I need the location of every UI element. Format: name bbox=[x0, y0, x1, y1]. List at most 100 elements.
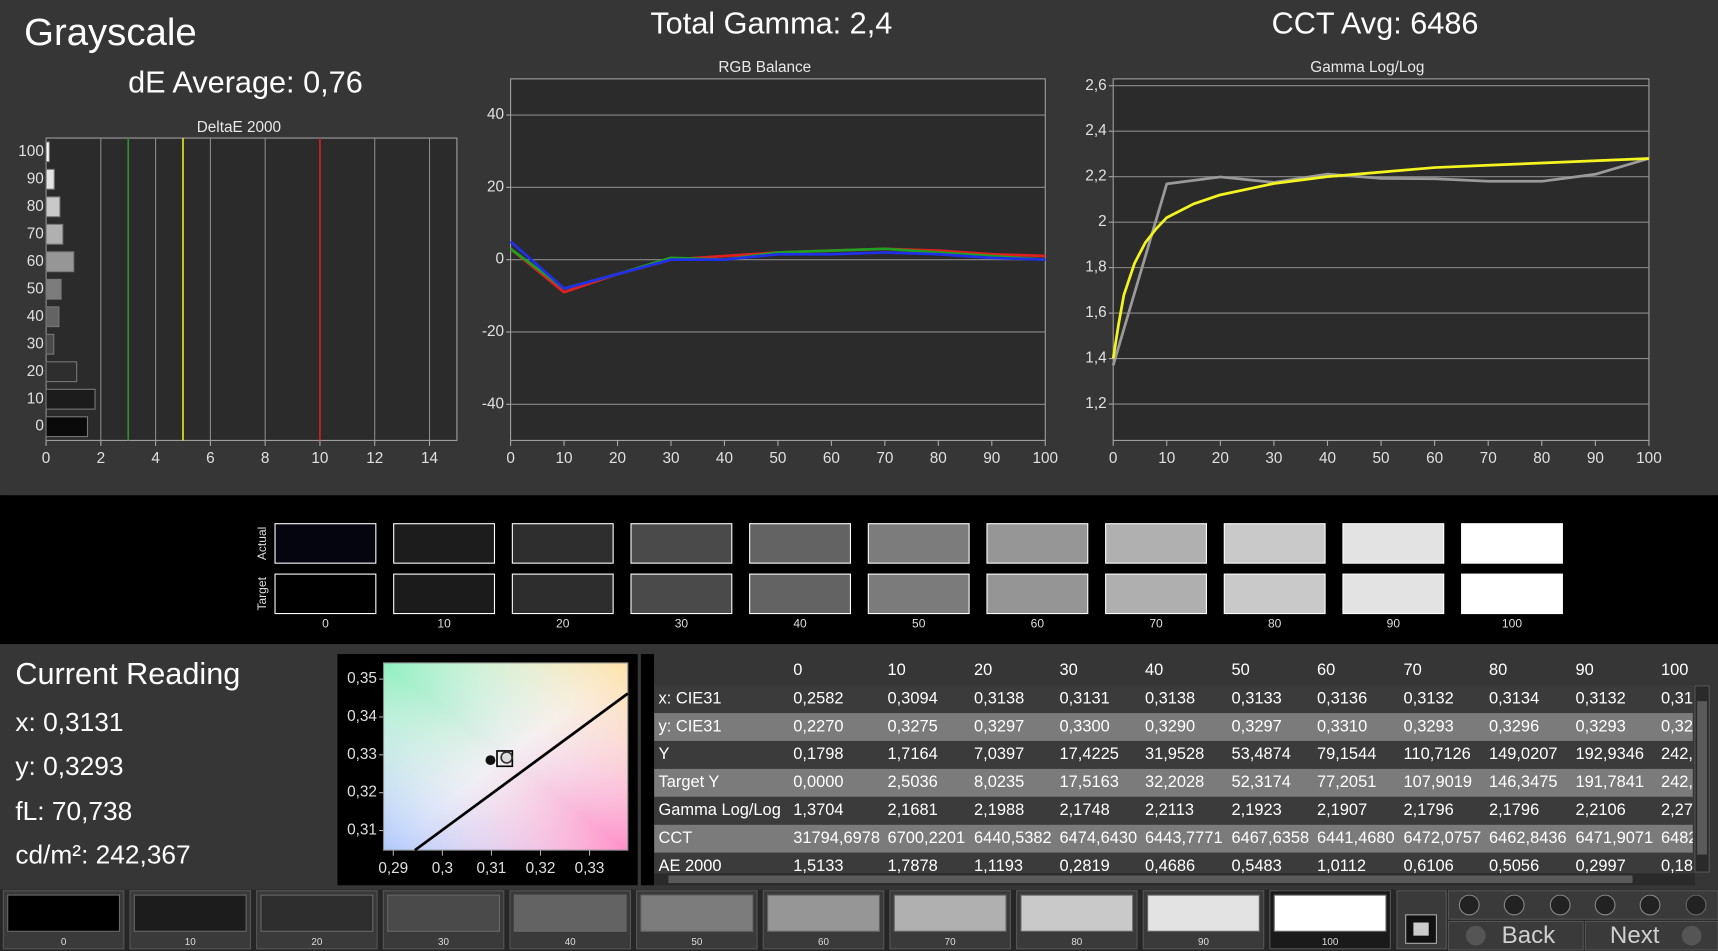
patch-label[interactable]: 90 bbox=[1198, 937, 1209, 948]
table-cell: 0,5056 bbox=[1489, 857, 1539, 875]
table-row bbox=[654, 852, 1693, 874]
patch-label[interactable]: 100 bbox=[1322, 937, 1339, 948]
next-label[interactable]: Next bbox=[1610, 922, 1660, 949]
bar bbox=[45, 223, 64, 245]
table-cell: 17,4225 bbox=[1059, 745, 1118, 763]
table-cell: 0,3136 bbox=[1317, 689, 1367, 707]
control-loop[interactable] bbox=[1594, 894, 1616, 916]
control-row bbox=[1447, 890, 1718, 920]
table-cell: 2,1907 bbox=[1317, 801, 1367, 819]
row-label: AE 2000 bbox=[659, 857, 722, 875]
x-tick-label: 10 bbox=[1158, 450, 1175, 467]
table-cell: 2,27 bbox=[1661, 801, 1693, 819]
swatch-label: 90 bbox=[1387, 617, 1401, 631]
data-table: 0 10 20 30 40 50 60 70 80 90 100 x: CIE31 0,2582 0,30… bbox=[654, 657, 1698, 875]
patch-label[interactable]: 80 bbox=[1071, 937, 1082, 948]
x-tick-label: 90 bbox=[1587, 450, 1604, 467]
table-cell: 0,3132 bbox=[1576, 689, 1626, 707]
plot-area bbox=[45, 137, 458, 441]
bar bbox=[45, 306, 60, 328]
y-tick-label: 20 bbox=[487, 178, 504, 195]
target-swatch bbox=[1105, 573, 1207, 615]
control-play[interactable] bbox=[1503, 894, 1525, 916]
x-tick-label: 60 bbox=[1426, 450, 1443, 467]
patch-swatch bbox=[513, 894, 627, 932]
table-cell: 191,7841 bbox=[1576, 773, 1645, 791]
x-tick-label: 70 bbox=[876, 450, 893, 467]
patch-label[interactable]: 20 bbox=[311, 937, 322, 948]
table-cell: 0,1798 bbox=[793, 745, 843, 763]
table-cell: 0,2582 bbox=[793, 689, 843, 707]
patch-label[interactable]: 0 bbox=[61, 937, 67, 948]
patch-label[interactable]: 40 bbox=[565, 937, 576, 948]
control-stop[interactable] bbox=[1458, 894, 1480, 916]
back-icon bbox=[1465, 925, 1486, 946]
swatch-label: 80 bbox=[1268, 617, 1282, 631]
x-tick-label: 0 bbox=[42, 450, 51, 467]
control-step[interactable] bbox=[1549, 894, 1571, 916]
x-tick-label: 100 bbox=[1032, 450, 1058, 467]
actual-swatch bbox=[511, 523, 614, 564]
table-cell: 8,0235 bbox=[974, 773, 1024, 791]
x-tick-label: 14 bbox=[421, 450, 439, 467]
table-cell: 1,1193 bbox=[974, 857, 1023, 875]
x-tick-label: 12 bbox=[366, 450, 383, 467]
target-swatch bbox=[274, 573, 377, 615]
cct-average: CCT Avg: 6486 bbox=[1272, 6, 1479, 40]
table-row bbox=[654, 685, 1693, 714]
table-cell: 1,7878 bbox=[887, 857, 937, 875]
patch-label[interactable]: 70 bbox=[945, 937, 956, 948]
y-tick-label: -40 bbox=[482, 395, 504, 412]
target-swatch bbox=[1342, 573, 1445, 615]
patch-swatch bbox=[1147, 894, 1260, 932]
patch-label[interactable]: 50 bbox=[691, 937, 702, 948]
actual-swatch bbox=[393, 523, 496, 564]
y-tick-label: 10 bbox=[27, 390, 44, 407]
patch-swatch bbox=[1273, 894, 1387, 932]
x-tick-label: 80 bbox=[930, 450, 947, 467]
chart-title: Gamma Log/Log bbox=[1310, 59, 1424, 76]
patch-label[interactable]: 30 bbox=[438, 937, 449, 948]
swatch-label: 40 bbox=[793, 617, 807, 631]
de-average: dE Average: 0,76 bbox=[128, 65, 363, 99]
x-tick-label: 70 bbox=[1480, 450, 1497, 467]
control-extra[interactable] bbox=[1685, 894, 1707, 916]
bar bbox=[45, 388, 96, 410]
bar bbox=[45, 141, 50, 163]
patch-label[interactable]: 10 bbox=[185, 937, 196, 948]
scroll-thumb[interactable] bbox=[668, 875, 1633, 884]
bar bbox=[45, 168, 55, 190]
blackbody-locus bbox=[414, 692, 629, 852]
table-cell: 0,2819 bbox=[1059, 857, 1109, 875]
y-tick-label: 1,2 bbox=[1085, 395, 1106, 412]
table-cell: 2,1923 bbox=[1232, 801, 1282, 819]
row-label: x: CIE31 bbox=[659, 689, 722, 707]
y-tick-label: 20 bbox=[27, 363, 44, 380]
bar bbox=[45, 196, 61, 218]
patch-label[interactable]: 60 bbox=[818, 937, 829, 948]
stop-icon-square bbox=[1413, 922, 1429, 936]
scroll-thumb[interactable] bbox=[1697, 701, 1708, 855]
back-label[interactable]: Back bbox=[1502, 922, 1557, 949]
swatch-label: 50 bbox=[912, 617, 926, 631]
column-header: 20 bbox=[974, 661, 992, 679]
table-cell: 0,5483 bbox=[1232, 857, 1282, 875]
page-title: Grayscale bbox=[24, 11, 197, 54]
table-cell: 0,3293 bbox=[1404, 717, 1454, 735]
target-swatch bbox=[986, 573, 1089, 615]
control-refresh[interactable] bbox=[1639, 894, 1661, 916]
table-cell: 6482 bbox=[1661, 829, 1698, 847]
patch-swatch bbox=[893, 894, 1007, 932]
table-cell: 0,3293 bbox=[1576, 717, 1626, 735]
table-cell: 149,0207 bbox=[1489, 745, 1558, 763]
bar bbox=[45, 333, 55, 355]
y-tick-label: 100 bbox=[18, 143, 44, 160]
series-line bbox=[1111, 157, 1650, 366]
actual-swatch bbox=[986, 523, 1089, 564]
x-tick-label: 20 bbox=[609, 450, 626, 467]
patch-swatch bbox=[767, 894, 880, 932]
row-label: Gamma Log/Log bbox=[659, 801, 781, 819]
table-cell: 7,0397 bbox=[974, 745, 1024, 763]
actual-swatch bbox=[1342, 523, 1445, 564]
table-cell: 0,3275 bbox=[887, 717, 937, 735]
